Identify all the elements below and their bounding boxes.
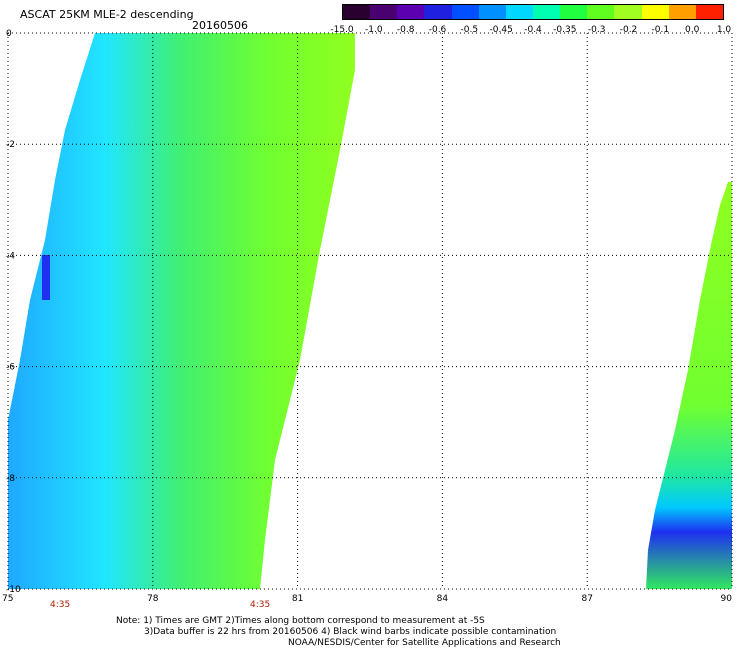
colorbar-label: -0.1 xyxy=(651,25,670,35)
colorbar-label: -15.0 xyxy=(330,25,354,35)
colorbar-label: 0.0 xyxy=(684,25,700,35)
colorbar-label: -0.8 xyxy=(396,25,415,35)
right-swath xyxy=(646,182,732,589)
colorbar-label: -1.0 xyxy=(365,25,383,35)
left-swath xyxy=(8,33,355,589)
y-tick-label: -10 xyxy=(6,585,21,595)
colorbar-label: -0.6 xyxy=(428,25,447,35)
colorbar-segment xyxy=(370,5,398,19)
pass-time-label: 4:35 xyxy=(250,600,271,610)
note-line-3: NOAA/NESDIS/Center for Satellite Applica… xyxy=(288,638,561,648)
colorbar xyxy=(342,4,724,20)
colorbar-segment xyxy=(614,5,642,19)
colorbar-label: -0.35 xyxy=(553,25,577,35)
y-tick-label: 0 xyxy=(6,29,12,39)
x-tick-label: 81 xyxy=(292,594,303,604)
y-tick-label: -4 xyxy=(6,251,15,261)
colorbar-label: -0.3 xyxy=(587,25,606,35)
map-date: 20160506 xyxy=(192,19,248,32)
x-tick-label: 78 xyxy=(147,594,159,604)
low-value-patch xyxy=(42,255,50,300)
note-line-2: 3)Data buffer is 22 hrs from 20160506 4)… xyxy=(144,627,557,637)
map-title: ASCAT 25KM MLE-2 descending xyxy=(20,8,194,21)
colorbar-segment xyxy=(451,5,479,19)
y-tick-label: -6 xyxy=(6,363,15,373)
colorbar-segment xyxy=(641,5,669,19)
x-tick-label: 75 xyxy=(2,594,13,604)
colorbar-label: -0.2 xyxy=(619,25,638,35)
colorbar-segment xyxy=(532,5,561,19)
note-line-1: Note: 1) Times are GMT 2)Times along bot… xyxy=(116,616,485,626)
colorbar-label: -0.5 xyxy=(460,25,479,35)
x-tick-label: 90 xyxy=(721,594,733,604)
colorbar-segment xyxy=(560,5,588,19)
colorbar-segment xyxy=(695,5,723,19)
colorbar-segment xyxy=(478,5,506,19)
colorbar-segment xyxy=(587,5,615,19)
y-tick-label: -8 xyxy=(6,474,15,484)
colorbar-segment xyxy=(668,5,696,19)
colorbar-segment xyxy=(424,5,452,19)
colorbar-segment xyxy=(397,5,425,19)
colorbar-labels: -15.0 -1.0 -0.8 -0.6 -0.5 -0.45 -0.4 -0.35 -0.3 -… xyxy=(330,25,740,37)
y-tick-label: -2 xyxy=(6,140,15,150)
x-tick-label: 84 xyxy=(437,594,449,604)
colorbar-label: 1.0 xyxy=(716,25,732,35)
colorbar-segment xyxy=(343,5,371,19)
x-tick-label: 87 xyxy=(581,594,592,604)
colorbar-label: -0.4 xyxy=(524,25,542,35)
colorbar-label: -0.45 xyxy=(489,25,513,35)
pass-time-label: 4:35 xyxy=(50,600,71,610)
colorbar-segment xyxy=(505,5,533,19)
